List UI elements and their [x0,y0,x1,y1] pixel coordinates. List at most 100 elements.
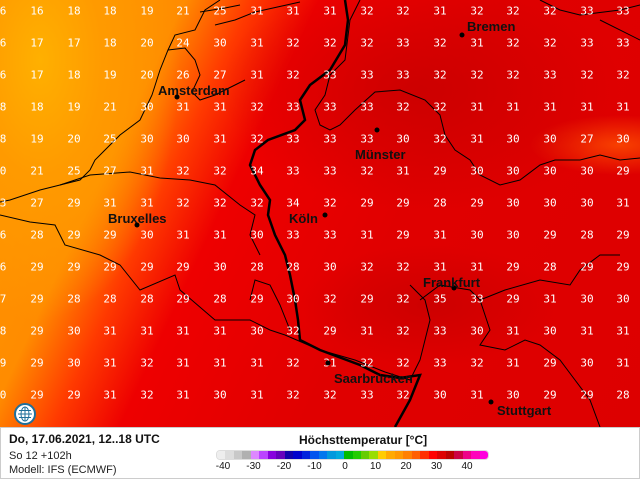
colorbar-tick-label: 0 [342,461,348,472]
grid-value: 29 [543,388,557,402]
grid-value: 32 [323,388,337,402]
grid-value: 32 [396,292,410,306]
grid-value: 8 [0,132,7,146]
run-date: Do, 17.06.2021, 12..18 UTC [9,432,160,446]
grid-value: 20 [67,132,81,146]
grid-value: 31 [250,36,264,50]
coastline [0,0,221,203]
grid-value: 31 [140,164,154,178]
grid-value: 18 [103,4,117,18]
grid-value: 30 [543,164,557,178]
city-dot-bruxelles [134,222,140,228]
grid-value: 33 [580,4,594,18]
grid-value: 30 [140,228,154,242]
grid-value: 3 [0,196,7,210]
grid-value: 32 [140,356,154,370]
colorbar-swatch [267,451,277,459]
grid-value: 32 [286,36,300,50]
grid-value: 33 [616,4,630,18]
grid-value: 20 [140,36,154,50]
grid-value: 32 [176,164,190,178]
grid-value: 31 [506,324,520,338]
colorbar-swatch [344,451,353,459]
grid-value: 33 [396,68,410,82]
grid-value: 31 [176,100,190,114]
grid-value: 31 [213,100,227,114]
grid-value: 30 [580,196,594,210]
grid-value: 19 [30,132,44,146]
grid-value: 28 [250,260,264,274]
grid-value: 31 [470,36,484,50]
grid-value: 31 [433,4,447,18]
grid-value: 31 [470,260,484,274]
grid-value: 29 [67,196,81,210]
grid-value: 29 [616,228,630,242]
grid-value: 30 [543,324,557,338]
border-lux [249,279,291,331]
colorbar-swatch [276,451,285,459]
grid-value: 30 [213,388,227,402]
colorbar-tick-label: -30 [246,461,261,472]
colorbar-swatch [386,451,395,459]
grid-value: 33 [323,68,337,82]
grid-value: 33 [286,132,300,146]
grid-value: 31 [396,164,410,178]
grid-value: 30 [580,292,594,306]
grid-value: 31 [616,324,630,338]
grid-value: 31 [470,388,484,402]
grid-value: 27 [580,132,594,146]
grid-value: 32 [176,196,190,210]
grid-value: 33 [360,388,374,402]
grid-value: 31 [580,324,594,338]
grid-value: 31 [506,356,520,370]
globe-icon[interactable] [14,403,36,425]
grid-value: 32 [470,356,484,370]
grid-value: 33 [323,228,337,242]
grid-value: 24 [176,36,190,50]
grid-value: 31 [543,100,557,114]
colorbar-swatch [454,451,463,459]
grid-value: 31 [360,324,374,338]
grid-value: 17 [30,68,44,82]
colorbar-swatch [284,451,294,459]
grid-value: 31 [506,100,520,114]
grid-value: 30 [176,132,190,146]
grid-value: 32 [286,68,300,82]
grid-value: 32 [396,260,410,274]
grid-value: 16 [30,4,44,18]
grid-value: 32 [213,164,227,178]
grid-value: 32 [433,68,447,82]
grid-value: 6 [0,36,7,50]
colorbar-swatch [462,451,472,459]
grid-value: 29 [140,260,154,274]
grid-value: 25 [103,132,117,146]
grid-value: 0 [0,388,7,402]
grid-value: 29 [580,260,594,274]
coastline-frisian [199,1,301,26]
grid-value: 28 [67,292,81,306]
grid-value: 6 [0,228,7,242]
grid-value: 32 [433,100,447,114]
grid-value: 30 [506,132,520,146]
grid-value: 21 [176,4,190,18]
colorbar-swatch [310,451,319,459]
grid-value: 30 [323,260,337,274]
grid-value: 31 [250,356,264,370]
grid-value: 30 [616,292,630,306]
grid-value: 31 [433,228,447,242]
grid-value: 29 [506,260,520,274]
grid-value: 27 [213,68,227,82]
grid-value: 29 [103,228,117,242]
grid-value: 31 [103,388,117,402]
grid-value: 31 [250,388,264,402]
grid-value: 32 [323,292,337,306]
grid-value: 21 [30,164,44,178]
grid-value: 32 [360,36,374,50]
grid-value: 31 [103,356,117,370]
grid-value: 33 [286,228,300,242]
city-label-frankfurt: Frankfurt [423,275,481,290]
grid-value: 19 [67,100,81,114]
grid-value: 25 [67,164,81,178]
grid-value: 34 [286,196,300,210]
grid-value: 0 [0,164,7,178]
